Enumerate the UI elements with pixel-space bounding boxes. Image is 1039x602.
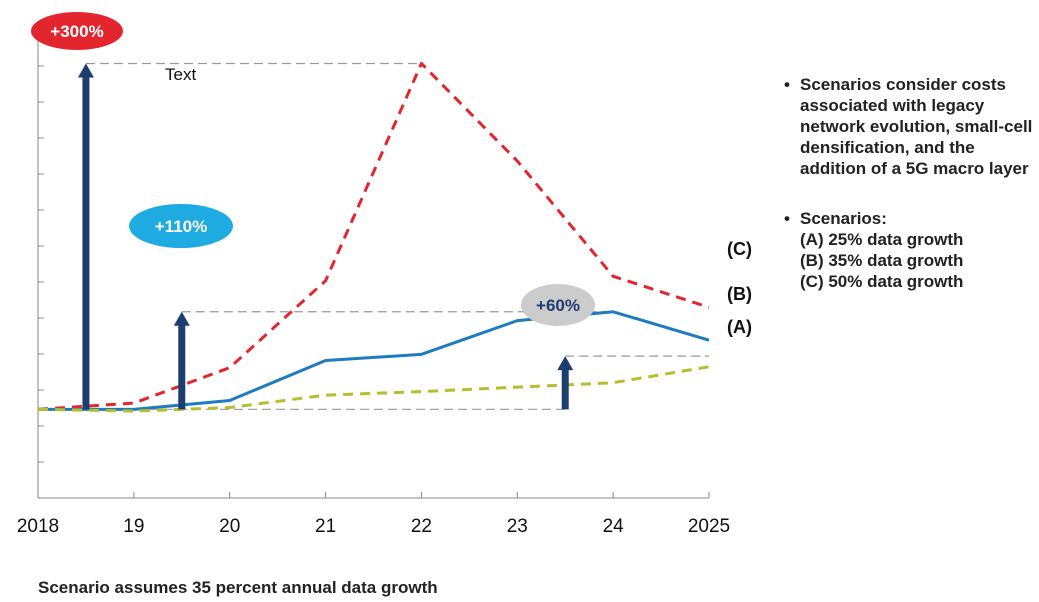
series-end-label: (C): [727, 239, 752, 259]
series-end-labels: (C) (B) (A): [727, 239, 752, 337]
x-tick-label: 2018: [17, 516, 59, 537]
increase-bubble: [129, 204, 233, 248]
increase-arrow-head: [77, 63, 94, 78]
note-bullet-scenarios: Scenarios: (A) 25% data growth (B) 35% d…: [778, 208, 1038, 292]
x-tick-label: 24: [603, 516, 625, 537]
increase-bubbles: +300% +110% +60%: [31, 12, 595, 326]
increase-bubble-label: +60%: [536, 296, 580, 315]
series-end-label: (B): [727, 284, 752, 304]
increase-arrow-head: [173, 311, 190, 326]
x-tick-label: 2025: [688, 516, 730, 537]
increase-bubble-label: +110%: [155, 217, 207, 236]
annotation-text: Text: [165, 65, 196, 84]
note-costs-text: Scenarios consider costs associated with…: [800, 75, 1033, 178]
x-tick-label: 21: [315, 516, 336, 537]
increase-bubble: [521, 284, 595, 326]
increase-arrows: [77, 63, 574, 410]
series-line: [38, 310, 710, 411]
chart-axes: 2018 19 20 21 22 23 24 2025: [17, 28, 730, 537]
series-line: [37, 61, 710, 411]
note-bullet-costs: Scenarios consider costs associated with…: [778, 74, 1038, 179]
x-tick-label: 22: [411, 516, 432, 537]
note-scenario-c: (C) 50% data growth: [800, 272, 964, 291]
x-tick-label: 23: [507, 516, 528, 537]
x-tick-label: 19: [123, 516, 144, 537]
increase-bubble-label: +300%: [50, 22, 103, 41]
note-scenario-a: (A) 25% data growth: [800, 230, 964, 249]
note-scenario-b: (B) 35% data growth: [800, 251, 964, 270]
increase-arrow-head: [557, 356, 574, 371]
increase-bubble: [31, 12, 123, 50]
x-tick-label: 20: [219, 516, 240, 537]
line-chart: 2018 19 20 21 22 23 24 2025 +300%+110%+60% (C)(…: [17, 12, 752, 537]
footnote: Scenario assumes 35 percent annual data …: [38, 578, 438, 597]
notes-panel: Scenarios consider costs associated with…: [778, 74, 1038, 292]
series-end-label: (A): [727, 317, 752, 337]
note-scenarios-title: Scenarios:: [800, 209, 887, 228]
series-line: [37, 365, 710, 413]
series-lines: [37, 61, 710, 413]
